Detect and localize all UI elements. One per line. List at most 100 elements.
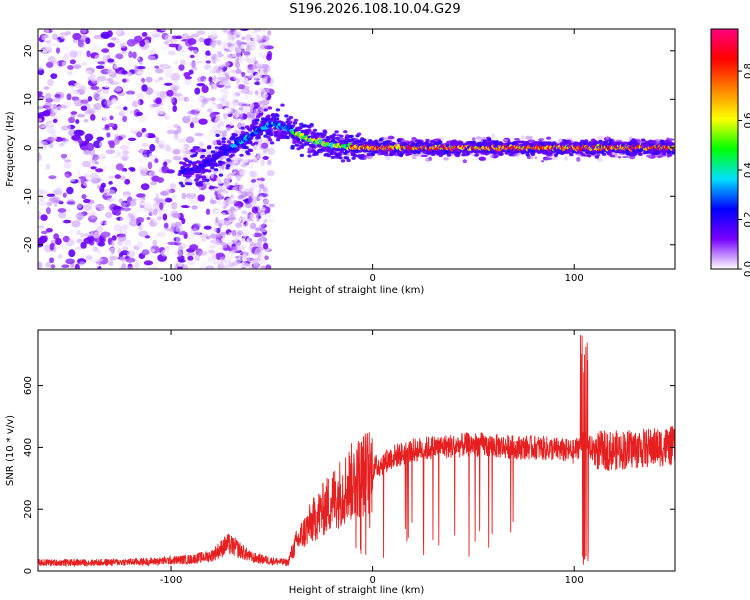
spectrogram-blob <box>189 54 195 59</box>
spectrogram-blob <box>54 93 61 99</box>
spectrogram-blob <box>387 135 395 140</box>
spectrogram-blob <box>91 263 100 269</box>
spectrogram-blob <box>107 175 115 179</box>
spectrogram-blob <box>250 212 255 219</box>
spectrogram-blob <box>351 156 356 160</box>
spectrogram-blob <box>64 173 70 178</box>
spectrogram-blob <box>257 195 264 202</box>
spectrogram-blob <box>228 196 236 203</box>
spectrogram-blob <box>218 173 224 177</box>
spectrogram-blob <box>235 68 242 75</box>
spectrogram-blob <box>181 192 187 200</box>
spectrogram-blob <box>228 215 236 221</box>
spectrogram-blob <box>75 119 80 124</box>
spectrogram-blob <box>122 78 127 83</box>
spectrogram-blob <box>247 74 254 79</box>
spectrogram-blob <box>243 157 249 163</box>
spectrogram-blob <box>82 198 91 204</box>
spectrogram-blob <box>239 153 244 157</box>
spectrogram-blob <box>268 221 275 228</box>
spectrogram-blob <box>121 224 130 230</box>
spectrogram-blob <box>184 77 193 86</box>
spectrogram-blob <box>191 33 200 38</box>
spectrogram-blob <box>148 134 156 139</box>
spectrogram-blob <box>141 249 150 256</box>
spectrogram-blob <box>125 257 136 263</box>
spectrogram-blob <box>139 204 145 209</box>
spectrogram-blob <box>77 202 83 209</box>
spectrogram-blob <box>108 247 119 254</box>
spectrogram-blob <box>332 133 337 137</box>
spectrogram-blob <box>95 204 105 209</box>
spectrogram-blob <box>256 153 262 160</box>
spectrogram-blob <box>225 73 229 79</box>
spectrogram-blob <box>67 65 74 70</box>
spectrogram-blob <box>340 141 346 145</box>
spectrogram-blob <box>215 133 220 137</box>
spectrogram-blob <box>349 134 354 138</box>
spectrogram-blob <box>170 72 181 81</box>
spectrogram-blob <box>122 115 128 123</box>
spectrogram-blob <box>215 199 222 207</box>
spectrogram-blob <box>379 137 384 141</box>
spectrogram-blob <box>125 90 136 95</box>
spectrogram-blob <box>227 32 231 36</box>
spectrogram-blob <box>601 152 607 156</box>
spectrogram-blob <box>157 263 164 269</box>
spectrogram-blob <box>566 139 572 143</box>
spectrogram-blob <box>79 232 85 239</box>
spectrogram-blob <box>258 255 265 261</box>
spectrogram-blob <box>38 261 43 269</box>
spectrogram-blob <box>268 138 273 142</box>
spectrogram-blob <box>189 122 195 129</box>
spectrogram-blob <box>246 238 250 243</box>
spectrogram-blob <box>250 142 255 146</box>
spectrogram-blob <box>155 136 160 144</box>
spectrogram-blob <box>525 135 533 140</box>
spectrogram-blob <box>187 182 193 186</box>
spectrogram-blob <box>228 232 233 237</box>
spectrogram-blob <box>185 136 195 144</box>
spectrogram-blob <box>189 244 199 251</box>
spectrogram-blob <box>83 119 89 123</box>
spectrogram-blob <box>180 33 190 42</box>
spectrogram-blob <box>121 50 127 54</box>
spectrogram-blob <box>190 170 195 175</box>
spectrogram-blob <box>277 131 282 135</box>
spectrogram-blob <box>109 254 114 262</box>
spectrogram-blob <box>358 140 363 144</box>
spectrogram-blob <box>58 142 64 147</box>
spectrogram-blob <box>97 61 105 65</box>
spectrogram-blob <box>69 84 75 92</box>
spectrogram-blob <box>102 55 108 64</box>
spectrogram-blob <box>171 194 178 199</box>
spectrogram-blob <box>261 136 267 142</box>
spectrogram-blob <box>176 94 186 101</box>
spectrogram-blob <box>478 156 486 161</box>
spectrogram-blob <box>175 225 184 233</box>
spectrogram-blob <box>517 140 522 144</box>
spectrogram-blob <box>227 240 234 246</box>
spectrogram-blob <box>182 264 189 269</box>
spectrogram-blob <box>359 156 364 160</box>
spectrogram-blob <box>38 200 48 207</box>
spectrogram-blob <box>186 115 192 119</box>
spectrogram-blob <box>202 181 210 186</box>
spectrogram-blob <box>155 192 160 201</box>
spectrogram-blobs <box>38 29 675 269</box>
spectrogram-blob <box>236 191 241 196</box>
spectrogram-blob <box>250 182 257 189</box>
spectrogram-blob <box>149 49 157 55</box>
spectrogram-blob <box>260 63 270 69</box>
spectrogram-blob <box>577 150 583 154</box>
spectrogram-blob <box>66 199 76 206</box>
spectrogram-blob <box>208 244 216 249</box>
spectrogram-blob <box>175 236 182 244</box>
spectrogram-blob <box>187 46 198 51</box>
spectrogram-blob <box>598 139 603 143</box>
spectrogram-blob <box>205 208 211 215</box>
spectrogram-blob <box>100 182 106 188</box>
spectrogram-blob <box>373 139 379 143</box>
spectrogram-blob <box>45 61 54 68</box>
spectrogram-blob <box>233 73 237 80</box>
